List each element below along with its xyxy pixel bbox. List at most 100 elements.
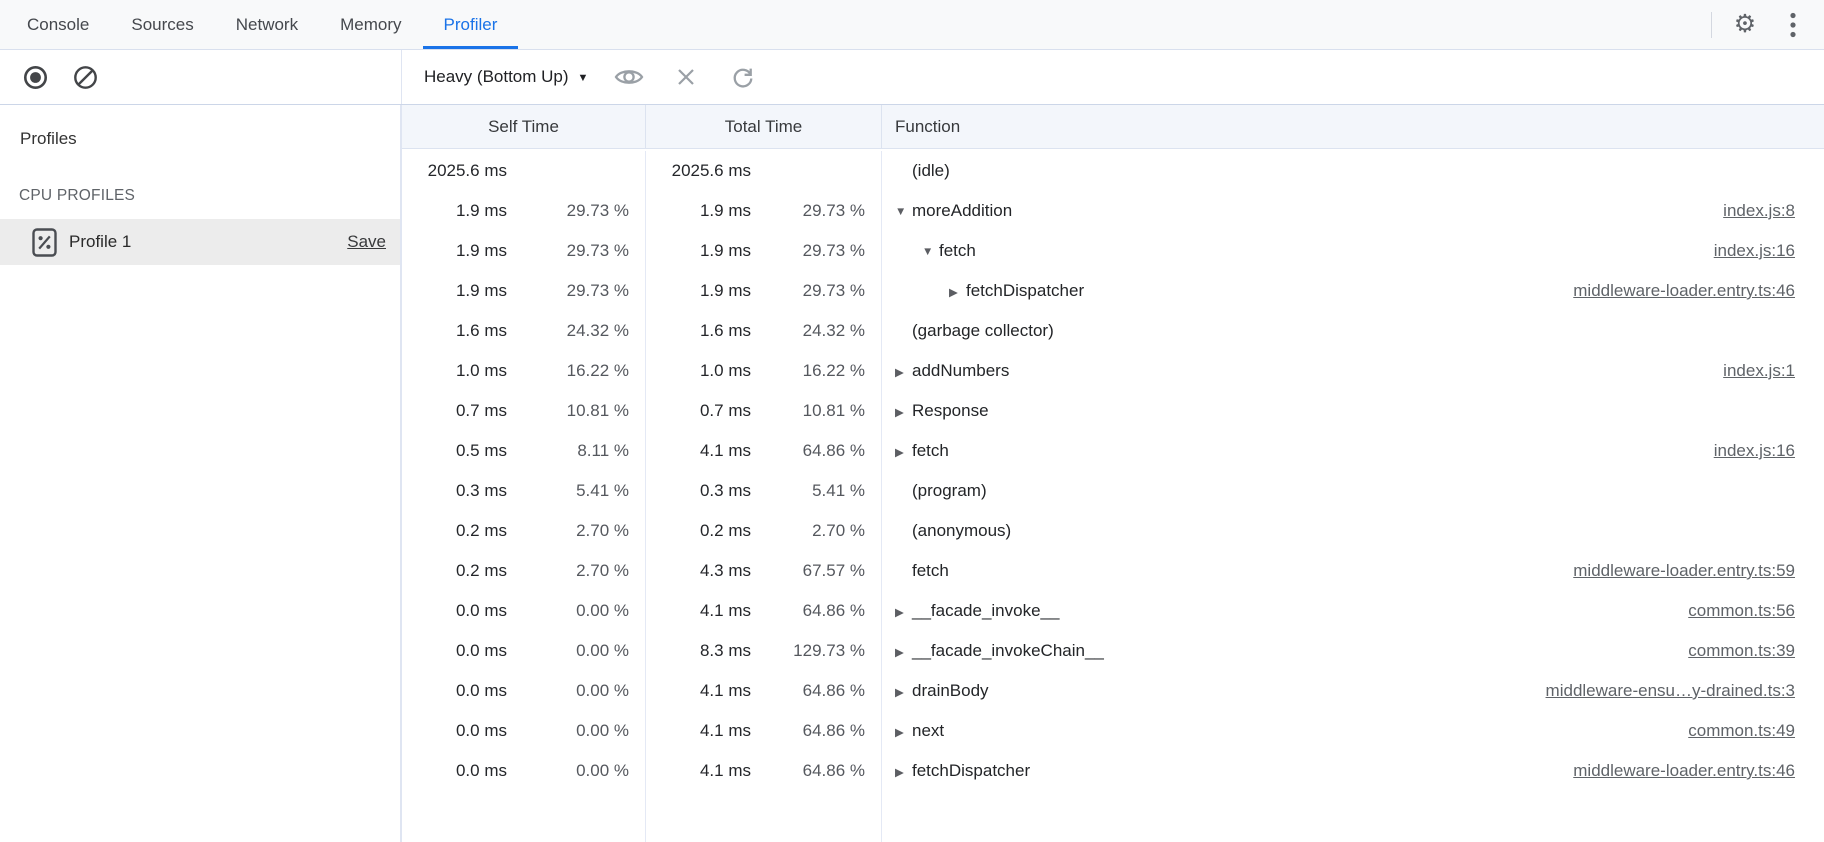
self-time-cell-ms: 2025.6 ms <box>427 161 507 180</box>
self-time-cell-pct: 24.32 % <box>566 321 629 340</box>
table-row[interactable]: 0.0 ms 0.00 % 4.1 ms 64.86 % ▶ drainBody middl… <box>402 671 1824 711</box>
total-time-cell-ms: 1.9 ms <box>699 201 751 220</box>
table-row[interactable]: 0.0 ms 0.00 % 4.1 ms 64.86 % ▶ __facade_invok… <box>402 591 1824 631</box>
settings-gear-icon[interactable]: ⚙ <box>1728 8 1762 42</box>
self-time-cell-ms: 0.0 ms <box>455 761 507 780</box>
table-row[interactable]: 1.9 ms 29.73 % 1.9 ms 29.73 % ▼ fetch index.js… <box>402 231 1824 271</box>
restore-refresh-icon[interactable] <box>726 60 760 94</box>
total-time-cell: 1.9 ms 29.73 % <box>646 271 882 311</box>
function-name: addNumbers <box>912 361 1010 380</box>
exclude-x-icon[interactable] <box>669 60 703 94</box>
save-profile-link[interactable]: Save <box>347 232 386 251</box>
expander-right-icon[interactable]: ▶ <box>895 686 904 699</box>
filler-total <box>646 791 882 842</box>
source-link[interactable]: index.js:1 <box>1723 361 1795 380</box>
expander-down-icon[interactable]: ▼ <box>922 245 934 258</box>
table-row[interactable]: 0.7 ms 10.81 % 0.7 ms 10.81 % ▶ Response <box>402 391 1824 431</box>
function-name: fetch <box>939 241 976 260</box>
table-row[interactable]: 0.0 ms 0.00 % 4.1 ms 64.86 % ▶ fetchDispatche… <box>402 751 1824 791</box>
profile-list-item-selected[interactable]: Profile 1 Save <box>0 219 400 265</box>
expander-right-icon[interactable]: ▶ <box>895 606 904 619</box>
function-name: Response <box>912 401 989 420</box>
expander-placeholder <box>895 571 912 572</box>
tab-memory[interactable]: Memory <box>340 14 402 34</box>
table-row[interactable]: 0.0 ms 0.00 % 8.3 ms 129.73 % ▶ __facade_invo… <box>402 631 1824 671</box>
source-link[interactable]: index.js:16 <box>1713 441 1795 460</box>
view-tool-icons <box>612 60 760 94</box>
self-time-cell-ms: 1.6 ms <box>455 321 507 340</box>
focus-eye-icon[interactable] <box>612 60 646 94</box>
source-link[interactable]: index.js:8 <box>1723 201 1795 220</box>
column-header-function[interactable]: Function <box>895 116 961 136</box>
table-row[interactable]: 1.0 ms 16.22 % 1.0 ms 16.22 % ▶ addNumbers ind… <box>402 351 1824 391</box>
table-row[interactable]: 0.5 ms 8.11 % 4.1 ms 64.86 % ▶ fetch index.js:… <box>402 431 1824 471</box>
source-link[interactable]: common.ts:49 <box>1688 721 1795 740</box>
source-link[interactable]: common.ts:56 <box>1688 601 1795 620</box>
table-row[interactable]: 0.2 ms 2.70 % 4.3 ms 67.57 % fetch middleware… <box>402 551 1824 591</box>
tabbar-divider <box>1711 11 1712 38</box>
self-time-cell-pct: 16.22 % <box>566 361 629 380</box>
self-time-cell: 0.3 ms 5.41 % <box>402 471 646 511</box>
expander-right-icon[interactable]: ▶ <box>895 726 904 739</box>
self-time-cell-ms: 0.3 ms <box>455 481 507 500</box>
source-link[interactable]: middleware-loader.entry.ts:46 <box>1573 761 1795 780</box>
source-link[interactable]: index.js:16 <box>1713 241 1795 260</box>
expander-right-icon[interactable]: ▶ <box>949 286 958 299</box>
expander-right-icon[interactable]: ▶ <box>895 646 904 659</box>
expander-down-icon[interactable]: ▼ <box>895 205 907 218</box>
function-cell: ▶ drainBody middleware-ensu…y-drained.ts:3 <box>882 671 1824 711</box>
total-time-cell: 4.1 ms 64.86 % <box>646 591 882 631</box>
tab-network[interactable]: Network <box>235 14 299 34</box>
tab-console[interactable]: Console <box>27 14 90 34</box>
expander-right-icon[interactable]: ▶ <box>895 406 904 419</box>
source-link[interactable]: middleware-loader.entry.ts:59 <box>1573 561 1795 580</box>
source-link[interactable]: common.ts:39 <box>1688 641 1795 660</box>
function-name: fetch <box>912 561 949 580</box>
self-time-cell: 0.2 ms 2.70 % <box>402 551 646 591</box>
table-row[interactable]: 0.2 ms 2.70 % 0.2 ms 2.70 % (anonymous) <box>402 511 1824 551</box>
source-link[interactable]: middleware-loader.entry.ts:46 <box>1573 281 1795 300</box>
self-time-cell: 0.0 ms 0.00 % <box>402 631 646 671</box>
table-row[interactable]: 1.9 ms 29.73 % 1.9 ms 29.73 % ▶ fetchDispatch… <box>402 271 1824 311</box>
table-row[interactable]: 1.9 ms 29.73 % 1.9 ms 29.73 % ▼ moreAddition i… <box>402 191 1824 231</box>
profiles-heading: Profiles <box>20 129 77 148</box>
total-time-cell-ms: 1.6 ms <box>699 321 751 340</box>
gear-glyph: ⚙ <box>1733 10 1757 38</box>
function-name: __facade_invokeChain__ <box>912 641 1104 660</box>
function-name: (program) <box>912 481 987 500</box>
devtools-tabbar: Console Sources Network Memory Profiler … <box>0 0 1824 50</box>
self-time-cell-ms: 0.5 ms <box>455 441 507 460</box>
table-row[interactable]: 0.3 ms 5.41 % 0.3 ms 5.41 % (program) <box>402 471 1824 511</box>
total-time-cell: 0.3 ms 5.41 % <box>646 471 882 511</box>
expander-placeholder <box>895 171 912 172</box>
expander-right-icon[interactable]: ▶ <box>895 766 904 779</box>
profiler-body: Profiles CPU PROFILES Profile 1 Save Sel… <box>0 105 1824 842</box>
total-time-cell-ms: 4.1 ms <box>699 601 751 620</box>
source-link[interactable]: middleware-ensu…y-drained.ts:3 <box>1545 681 1795 700</box>
function-name: (anonymous) <box>912 521 1012 540</box>
tab-profiler[interactable]: Profiler <box>422 0 519 49</box>
expander-right-icon[interactable]: ▶ <box>895 446 904 459</box>
total-time-cell: 4.1 ms 64.86 % <box>646 751 882 791</box>
record-profile-icon[interactable] <box>18 60 52 94</box>
self-time-cell-pct: 0.00 % <box>576 681 629 700</box>
more-options-kebab-icon[interactable] <box>1776 8 1810 42</box>
self-time-cell-ms: 0.0 ms <box>455 641 507 660</box>
table-row[interactable]: 2025.6 ms 2025.6 ms (idle) <box>402 151 1824 191</box>
function-cell: (idle) <box>882 151 1824 191</box>
table-row[interactable]: 1.6 ms 24.32 % 1.6 ms 24.32 % (garbage colle… <box>402 311 1824 351</box>
function-cell: ▶ fetchDispatcher middleware-loader.entry.… <box>882 271 1824 311</box>
clear-profiles-icon[interactable] <box>68 60 102 94</box>
expander-right-icon[interactable]: ▶ <box>895 366 904 379</box>
table-row[interactable]: 0.0 ms 0.00 % 4.1 ms 64.86 % ▶ next common.ts:… <box>402 711 1824 751</box>
total-time-cell-pct: 10.81 % <box>802 401 865 420</box>
expander-placeholder <box>895 531 912 532</box>
function-cell: ▶ next common.ts:49 <box>882 711 1824 751</box>
column-header-self-time[interactable]: Self Time <box>402 105 646 148</box>
view-mode-dropdown[interactable]: Heavy (Bottom Up) ▼ <box>424 67 588 87</box>
self-time-cell-pct: 10.81 % <box>566 401 629 420</box>
tab-sources[interactable]: Sources <box>131 14 194 34</box>
total-time-cell-ms: 0.3 ms <box>699 481 751 500</box>
column-header-total-time[interactable]: Total Time <box>646 105 882 148</box>
total-time-cell-pct: 64.86 % <box>802 601 865 620</box>
